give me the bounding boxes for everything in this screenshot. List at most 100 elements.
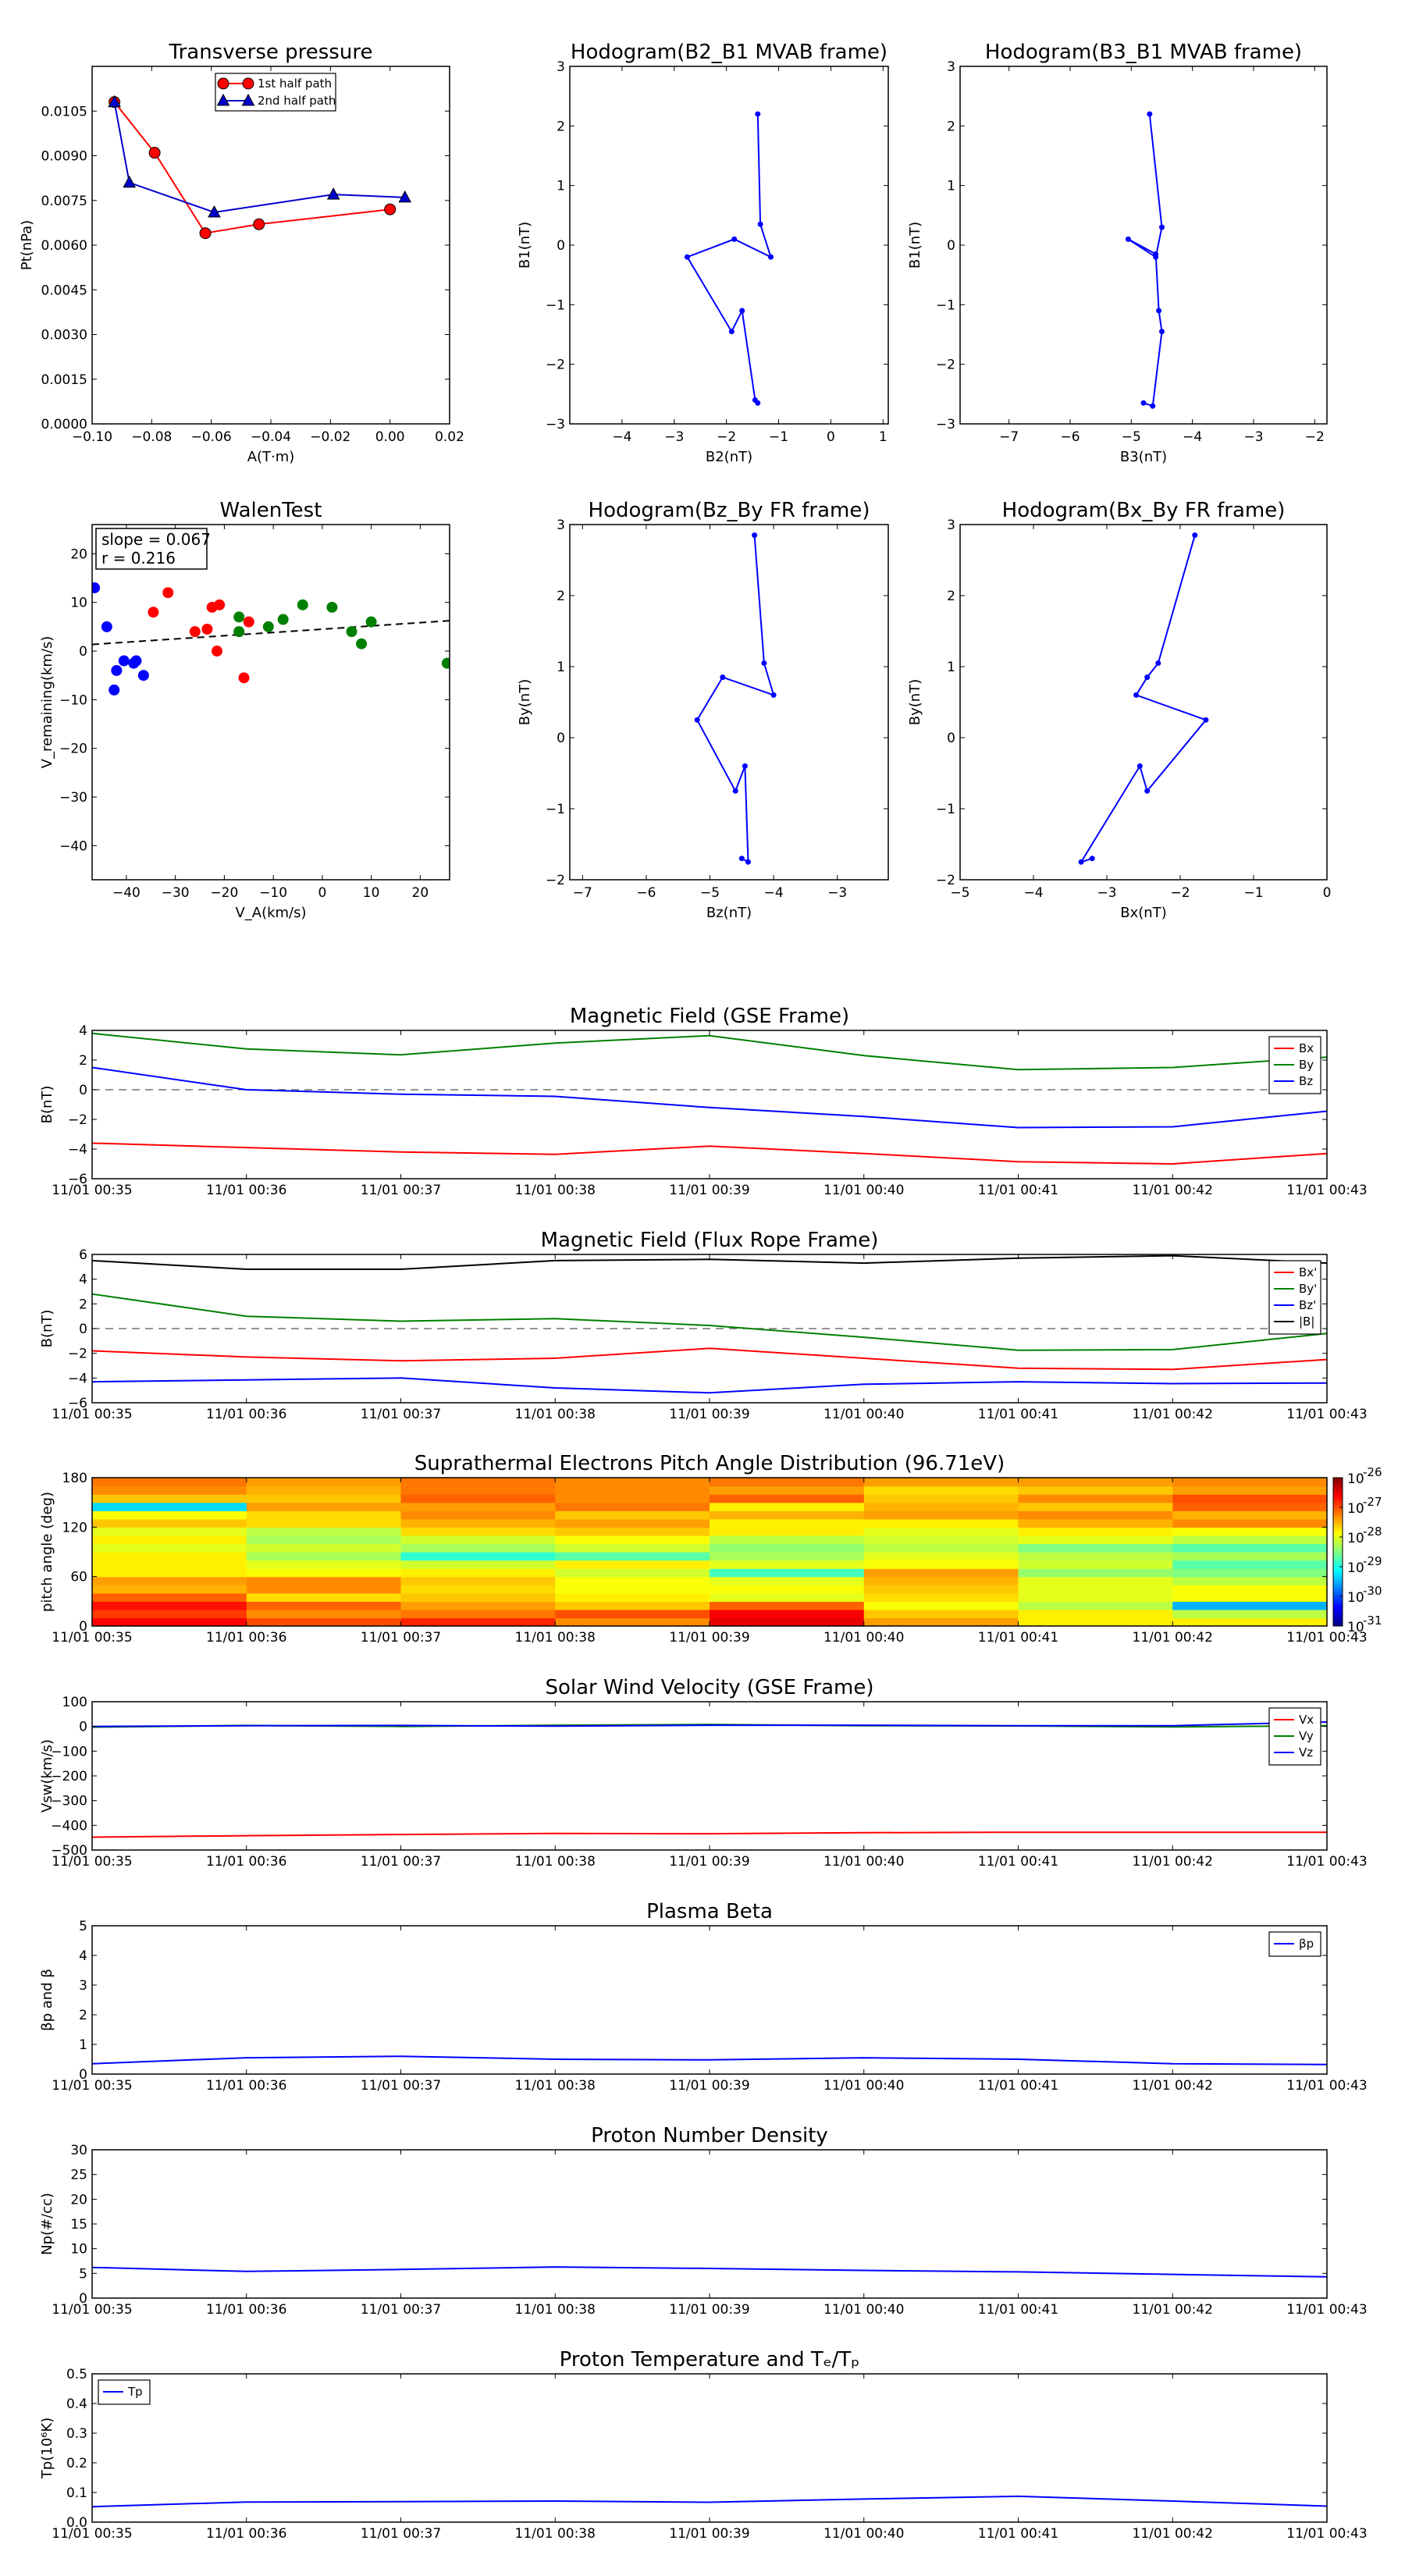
heatmap-cell [92, 1510, 247, 1520]
series-line [91, 2055, 1328, 2065]
legend-label: Tp [127, 2385, 143, 2399]
series-line [91, 2495, 1328, 2508]
chart-title: Suprathermal Electrons Pitch Angle Distr… [414, 1452, 1005, 1475]
chart-title: Proton Temperature and Tₑ/Tₚ [560, 2348, 860, 2371]
plot-frame [91, 1030, 1328, 1179]
x-tick-label: 11/01 00:35 [52, 1854, 132, 1870]
y-tick-label: −6 [68, 1396, 87, 1411]
x-tick-label: 0.00 [375, 429, 405, 445]
plot-frame [91, 2149, 1328, 2299]
legend-marker [216, 93, 230, 106]
data-point [1144, 674, 1151, 681]
heatmap-cell [710, 1527, 865, 1536]
x-tick-label: 0.02 [435, 429, 464, 445]
heatmap-cell [1172, 1592, 1328, 1602]
data-point [118, 655, 130, 667]
y-tick-label: 0 [79, 2067, 87, 2083]
heatmap-cell [863, 1592, 1019, 1602]
x-tick-label: 11/01 00:38 [515, 2526, 596, 2542]
x-tick-label: 11/01 00:36 [206, 1183, 286, 1198]
chart-title: Proton Number Density [591, 2124, 828, 2147]
x-tick-label: −6 [1060, 429, 1080, 445]
heatmap-cell [555, 1585, 710, 1594]
heatmap-cell [1172, 1518, 1328, 1528]
data-point [238, 672, 250, 684]
x-tick-label: −40 [112, 885, 140, 901]
y-tick-label: 0 [557, 731, 565, 746]
heatmap-cell [92, 1535, 247, 1545]
y-tick-label: 4 [79, 1272, 87, 1288]
data-point [1089, 856, 1095, 862]
data-point [253, 218, 265, 230]
y-tick-label: 0.0075 [41, 194, 87, 209]
heatmap-cell [555, 1609, 710, 1619]
data-point [441, 657, 450, 669]
heatmap-cell [400, 1485, 556, 1495]
heatmap-cell [1172, 1585, 1328, 1594]
x-tick-label: −3 [1097, 885, 1116, 901]
x-tick-label: 11/01 00:36 [206, 1407, 286, 1422]
plot-frame [91, 1925, 1328, 2075]
y-tick-label: −2 [546, 358, 565, 373]
data-point [233, 611, 245, 623]
plot-frame [91, 524, 450, 881]
x-tick-label: −5 [700, 885, 720, 901]
chart-title: Hodogram(B3_B1 MVAB frame) [985, 41, 1302, 64]
x-tick-label: 11/01 00:39 [669, 2078, 749, 2094]
heatmap-cell [863, 1494, 1019, 1503]
data-point [1159, 224, 1165, 230]
series-line [91, 1254, 1328, 1270]
heatmap-cell [246, 1617, 402, 1627]
x-tick-label: 11/01 00:39 [669, 2302, 749, 2318]
heatmap-cell [1018, 1510, 1173, 1520]
colorbar-tick-exponent: -30 [1363, 1584, 1382, 1598]
data-point [1203, 717, 1209, 723]
y-axis-label: Tp(10⁶K) [39, 2418, 55, 2479]
y-tick-label: 0 [79, 1322, 87, 1337]
heatmap-cell [863, 1601, 1019, 1610]
y-axis-label: βp and β [39, 1969, 55, 2031]
chart-title: Magnetic Field (Flux Rope Frame) [541, 1229, 879, 1252]
data-point [326, 187, 340, 200]
x-tick-label: 0 [318, 885, 326, 901]
heatmap-cell [246, 1609, 402, 1619]
chart-h2: −3 −2 −1 0 1 2 3 −7 −6 −5 −4 −3 −2 Hodogram(B3_B1 MVA… [907, 41, 1328, 465]
slope-text: slope = 0.067 [101, 530, 211, 549]
heatmap-cell [246, 1552, 402, 1561]
data-point [731, 236, 738, 242]
data-point [162, 587, 174, 599]
plot-frame [569, 524, 889, 881]
y-axis-label: B1(nT) [907, 222, 923, 269]
series-line [1079, 535, 1208, 864]
x-tick-label: 11/01 00:36 [206, 2302, 286, 2318]
y-tick-label: −200 [51, 1769, 87, 1784]
x-tick-label: −3 [827, 885, 847, 901]
y-tick-label: −2 [936, 358, 955, 373]
data-point [770, 692, 777, 698]
y-tick-label: 0 [79, 1720, 87, 1735]
data-point [208, 205, 221, 218]
x-tick-label: −1 [1243, 885, 1263, 901]
y-tick-label: 10 [70, 2242, 87, 2258]
y-axis-label: Vsw(km/s) [39, 1739, 55, 1813]
x-axis-label: A(T·m) [247, 449, 295, 465]
x-tick-label: 1 [879, 429, 887, 445]
heatmap-cell [863, 1585, 1019, 1594]
heatmap-cell [555, 1535, 710, 1545]
heatmap-cell [92, 1617, 247, 1627]
heatmap-cell [863, 1543, 1019, 1553]
heatmap-cell [1172, 1552, 1328, 1561]
heatmap-cell [246, 1535, 402, 1545]
heatmap-cell [1018, 1543, 1173, 1553]
data-point [130, 655, 142, 667]
x-tick-label: −30 [162, 885, 190, 901]
y-tick-label: 15 [70, 2217, 87, 2233]
y-tick-label: 0.2 [66, 2456, 87, 2471]
data-point [732, 788, 738, 794]
heatmap-cell [1018, 1494, 1173, 1503]
y-tick-label: −4 [68, 1371, 87, 1386]
x-tick-label: −7 [573, 885, 592, 901]
x-tick-label: 11/01 00:37 [361, 2078, 441, 2094]
y-tick-label: 0.0105 [41, 104, 87, 119]
data-point [720, 674, 726, 681]
